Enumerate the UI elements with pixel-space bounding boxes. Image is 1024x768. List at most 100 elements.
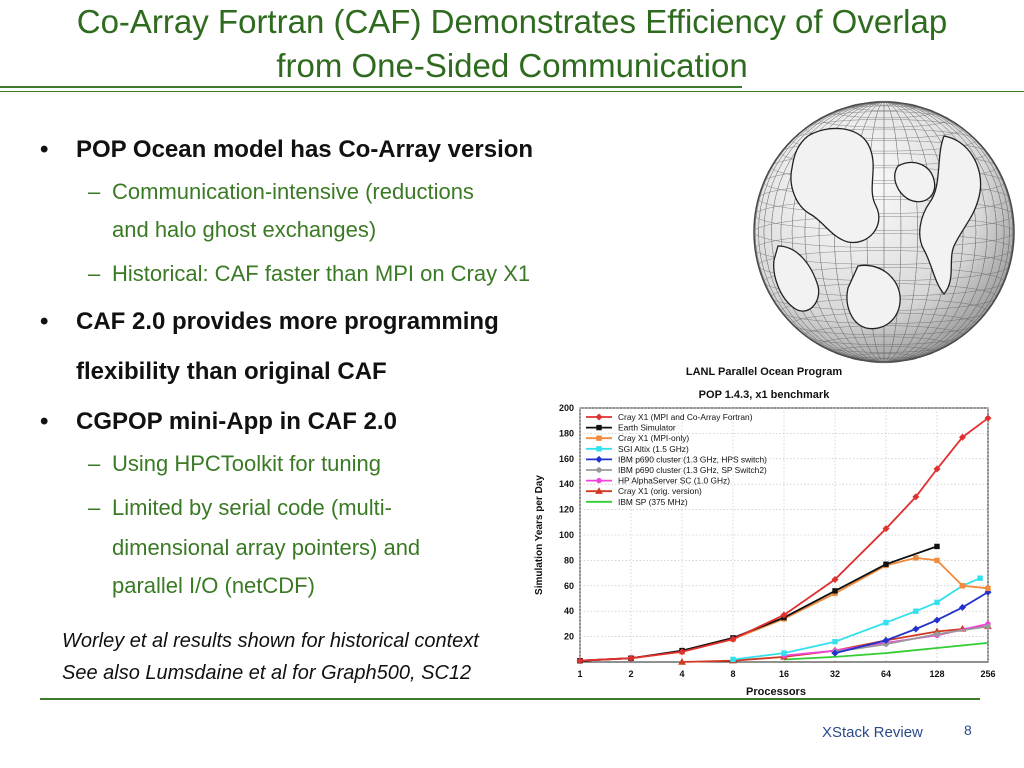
y-tick-label: 40: [564, 606, 574, 616]
series-line: [732, 577, 981, 661]
data-point: [595, 455, 603, 463]
data-point: [977, 575, 983, 581]
data-point: [730, 656, 736, 663]
bullet-text: dimensional array pointers) and: [112, 535, 421, 560]
legend-label: IBM p690 cluster (1.3 GHz, SP Switch2): [618, 465, 767, 475]
y-tick-label: 160: [559, 454, 574, 464]
bullet-dash: –: [88, 495, 101, 520]
data-point: [883, 561, 889, 567]
y-tick-label: 80: [564, 555, 574, 565]
bullet-text: CGPOP mini-App in CAF 2.0: [76, 408, 397, 435]
data-point: [678, 648, 686, 656]
data-point: [913, 608, 919, 614]
x-tick-label: 32: [830, 669, 840, 679]
series-line: [681, 625, 989, 663]
data-point: [729, 635, 737, 643]
slide-title: Co-Array Fortran (CAF) Demonstrates Effi…: [0, 0, 1024, 88]
series-line: [834, 591, 989, 654]
legend-label: Cray X1 (orig. version): [618, 486, 702, 496]
chart-title: LANL Parallel Ocean Program: [686, 366, 843, 378]
data-point: [985, 585, 991, 592]
data-point: [984, 414, 992, 422]
bullet-text: Historical: CAF faster than MPI on Cray …: [112, 261, 531, 286]
chart-legend: Cray X1 (MPI and Co-Array Fortran)Earth …: [586, 412, 767, 507]
data-point: [832, 588, 838, 594]
data-point: [882, 525, 890, 533]
data-point: [576, 657, 584, 665]
data-point: [832, 638, 838, 645]
data-point: [780, 611, 788, 619]
bullet-dot: •: [40, 136, 49, 163]
y-tick-label: 60: [564, 581, 574, 591]
x-tick-label: 16: [779, 669, 789, 679]
title-divider-thick: [0, 86, 742, 88]
x-axis-label: Processors: [746, 686, 806, 698]
x-tick-label: 4: [679, 669, 684, 679]
data-point: [831, 649, 839, 657]
data-point: [934, 631, 940, 637]
series-0: [576, 414, 992, 665]
title-line-2: from One-Sided Communication: [276, 47, 748, 84]
chart-subtitle: POP 1.4.3, x1 benchmark: [699, 389, 831, 401]
data-point: [912, 493, 920, 501]
series-line: [834, 625, 989, 653]
x-tick-label: 64: [881, 669, 891, 679]
data-point: [959, 583, 966, 589]
y-tick-label: 140: [559, 479, 574, 489]
data-point: [595, 487, 603, 494]
y-tick-label: 180: [559, 428, 574, 438]
bullet-text: POP Ocean model has Co-Array version: [76, 136, 534, 163]
data-point: [627, 654, 635, 662]
x-tick-label: 128: [929, 669, 944, 679]
bullet-dash: –: [88, 451, 101, 476]
bullet-text: Limited by serial code (multi-: [112, 495, 392, 520]
x-tick-label: 2: [628, 669, 633, 679]
legend-label: IBM SP (375 MHz): [618, 497, 688, 507]
data-point: [596, 435, 602, 441]
footer-label: XStack Review: [822, 724, 923, 741]
bullet-text: and halo ghost exchanges): [112, 217, 377, 242]
data-point: [934, 543, 940, 550]
y-axis-label: Simulation Years per Day: [534, 475, 545, 595]
data-point: [883, 619, 889, 626]
legend-label: IBM p690 cluster (1.3 GHz, HPS switch): [618, 454, 767, 464]
bullet-text: parallel I/O (netCDF): [112, 573, 315, 598]
bullet-dash: –: [88, 261, 101, 286]
y-tick-label: 200: [559, 403, 574, 413]
y-tick-label: 20: [564, 632, 574, 642]
bullet-text: Using HPCToolkit for tuning: [112, 451, 382, 476]
data-point: [985, 623, 991, 630]
bullet-text: flexibility than original CAF: [76, 358, 387, 385]
bullet-dot: •: [40, 308, 49, 335]
bullet-dash: –: [88, 179, 101, 204]
pop-benchmark-chart: LANL Parallel Ocean Program POP 1.4.3, x1…: [534, 366, 996, 698]
title-line-1: Co-Array Fortran (CAF) Demonstrates Effi…: [76, 3, 948, 40]
bullet-dot: •: [40, 408, 49, 435]
data-point: [933, 465, 941, 473]
data-point: [781, 650, 787, 656]
globe-mesh-image: [753, 100, 1015, 364]
page-number: 8: [964, 722, 972, 738]
bullet-text: CAF 2.0 provides more programming: [76, 308, 499, 335]
x-tick-label: 1: [577, 669, 582, 679]
legend-label: Cray X1 (MPI-only): [618, 433, 689, 443]
data-point: [958, 603, 966, 611]
data-point: [933, 616, 941, 624]
note-line-1: Worley et al results shown for historica…: [62, 630, 479, 652]
y-tick-label: 120: [559, 505, 574, 515]
bullet-text: Communication-intensive (reductions: [112, 179, 474, 204]
data-point: [596, 424, 602, 431]
data-point: [934, 557, 940, 564]
title-divider-thin: [0, 91, 1024, 92]
data-point: [596, 467, 602, 473]
data-point: [913, 555, 919, 561]
data-point: [596, 446, 602, 452]
y-tick-label: 100: [559, 530, 574, 540]
note-line-2: See also Lumsdaine et al for Graph500, S…: [62, 662, 472, 684]
data-point: [882, 636, 890, 644]
data-point: [912, 625, 920, 633]
data-point: [595, 413, 603, 421]
legend-label: HP AlphaServer SC (1.0 GHz): [618, 476, 730, 486]
series-line: [783, 642, 989, 661]
x-tick-label: 8: [730, 669, 735, 679]
